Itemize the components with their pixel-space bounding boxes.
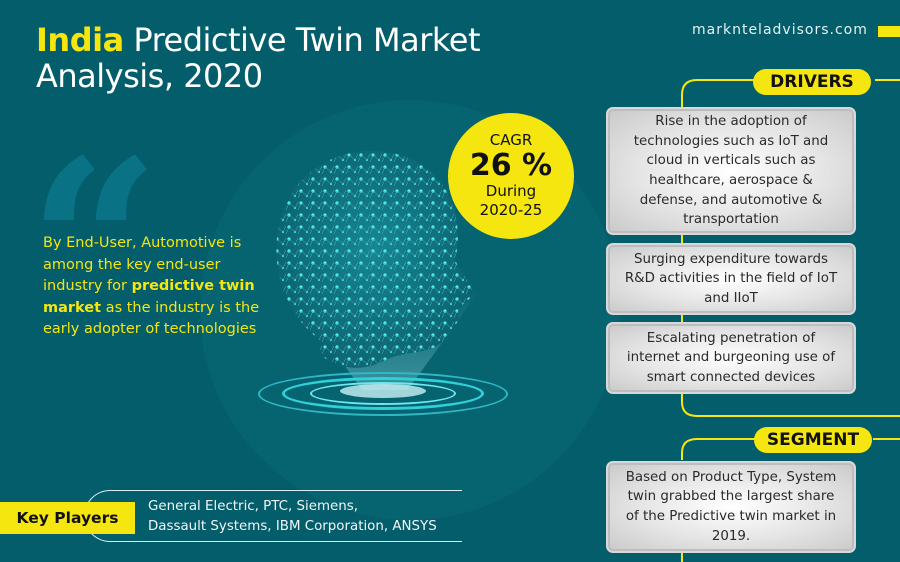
driver-item-2: Surging expenditure towards R&D activiti… xyxy=(606,243,856,315)
title-line1: Predictive Twin Market xyxy=(123,21,480,59)
drivers-connector-lines xyxy=(681,79,900,417)
cagr-label: CAGR xyxy=(489,131,533,149)
driver-item-3: Escalating penetration of internet and b… xyxy=(606,322,856,394)
key-players-line2: Dassault Systems, IBM Corporation, ANSYS xyxy=(148,519,437,534)
segment-item-1: Based on Product Type, System twin grabb… xyxy=(606,461,856,553)
highlight-text-part1: By End-User, Automotive is among the key… xyxy=(43,235,242,295)
key-players-label: Key Players xyxy=(0,502,135,534)
cagr-period: 2020-25 xyxy=(479,201,543,219)
title-line2: Analysis, 2020 xyxy=(36,57,263,95)
cagr-badge: CAGR 26 % During 2020-25 xyxy=(448,113,574,239)
drivers-label: DRIVERS xyxy=(753,69,871,95)
driver-item-1: Rise in the adoption of technologies suc… xyxy=(606,107,856,235)
segment-label: SEGMENT xyxy=(754,427,872,453)
digital-head-hologram-icon xyxy=(276,150,473,368)
quote-open-icon: “ xyxy=(28,110,161,380)
title-highlight: India xyxy=(36,21,124,59)
highlight-text-bold: predictive twin market xyxy=(43,278,255,316)
cagr-value: 26 % xyxy=(469,148,553,183)
key-players-line1: General Electric, PTC, Siemens, xyxy=(148,499,358,514)
key-players-list: General Electric, PTC, Siemens, Dassault… xyxy=(148,497,468,537)
website-link[interactable]: marknteladvisors.com xyxy=(692,22,868,38)
end-user-highlight-text: By End-User, Automotive is among the key… xyxy=(43,233,283,341)
hologram-ring-outer xyxy=(258,372,508,416)
page-title: India Predictive Twin Market Analysis, 2… xyxy=(36,21,481,95)
segment-connector-lines xyxy=(681,438,900,562)
hologram-ring-inner xyxy=(310,382,456,405)
hologram-base-glow xyxy=(340,384,426,398)
highlight-text-part2: as the industry is the early adopter of … xyxy=(43,299,260,338)
hologram-ring-mid xyxy=(282,377,484,410)
website-accent-bar xyxy=(878,26,900,37)
cagr-during: During xyxy=(485,182,537,200)
key-players-frame xyxy=(110,490,462,542)
